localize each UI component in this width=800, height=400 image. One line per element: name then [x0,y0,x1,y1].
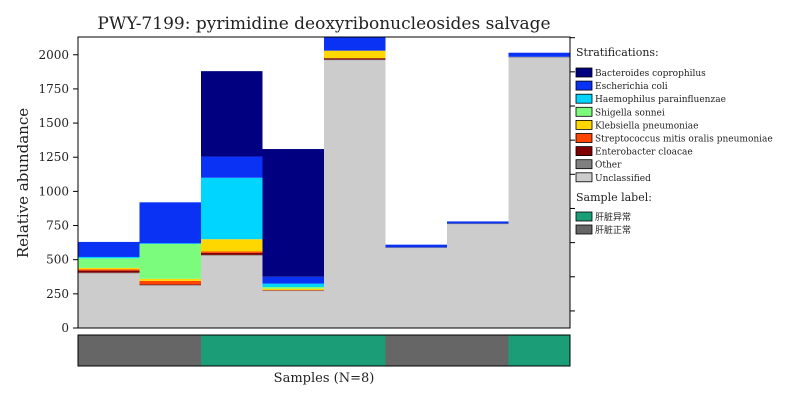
bar-stack-group [78,37,570,329]
bar-segment [78,273,140,328]
bar-segment [201,252,263,255]
sample-label-swatch [575,211,593,222]
bar-segment [324,50,386,59]
bar-segment [78,258,140,268]
bar-segment [78,272,140,274]
legend-swatch [575,93,593,104]
bar-segment [324,59,386,61]
sample-label-cell [139,335,201,366]
y-tick-label: 1750 [38,82,69,96]
bar-segment [78,267,140,270]
sample-label-cell [201,335,263,366]
sample-label-cell [324,335,386,366]
sample-label-heading: Sample label: [576,191,652,204]
y-tick-label: 1000 [38,184,69,198]
bar-segment [139,278,201,281]
bar-segment [508,56,570,58]
bar-segment [139,285,201,328]
y-tick-label: 750 [46,219,69,233]
y-tick-label: 2000 [38,48,69,62]
bar-segment [262,149,324,277]
legend-entry: Shigella sonnei [595,108,665,118]
stratifications-heading: Stratifications: [576,46,659,59]
bar-segment [139,243,201,279]
bar-segment [262,291,324,328]
y-axis-label: Relative abundance [14,108,32,258]
legend-swatch [575,146,593,157]
bar-segment [201,255,263,328]
legend-swatch [575,106,593,117]
bar-segment [262,288,324,291]
bar-segment [201,254,263,256]
legend-entry: Haemophilus parainfluenzae [595,95,726,105]
bar-segment [447,224,509,328]
sample-label-cell [262,335,324,366]
bar-segment [262,287,324,289]
y-tick-label: 250 [46,287,69,301]
sample-label-entry: 肝脏异常 [595,211,631,223]
legend-swatch [575,80,593,91]
sample-label-swatch [575,224,593,235]
sample-label-cell [447,335,509,366]
bar-segment [201,156,263,178]
legend-swatch [575,67,593,78]
legend-entry: Enterobacter cloacae [595,148,693,158]
bar-segment [139,202,201,244]
legend-swatch [575,120,593,130]
bar-segment [324,37,386,51]
bar-segment [139,284,201,286]
bar-segment [324,58,386,60]
sample-label-strip [78,335,570,366]
bar-segment [78,256,140,259]
legend-entry: Bacteroides coprophilus [595,69,706,79]
legend-swatch [575,133,593,143]
legend-entry: Unclassified [595,174,651,184]
bar-segment [139,285,201,286]
bar-segment [447,223,509,225]
bar-segment [508,57,570,329]
bar-segment [201,71,263,157]
bar-segment [201,251,263,253]
bar-segment [139,243,201,244]
bar-segment [447,221,509,224]
sample-label-strip-frame [77,334,571,367]
bar-segment [385,244,447,248]
legend-entry: Escherichia coli [595,82,668,92]
bar-segment [201,239,263,252]
bar-segment [78,269,140,271]
plot-frame [77,36,571,329]
bar-segment [139,280,201,285]
legend-swatch [575,172,593,183]
bar-segment [201,177,263,240]
legend-entry: Other [595,161,622,171]
sample-label-cell [385,335,447,366]
y-tick-label: 1250 [38,150,69,164]
bar-segment [78,241,140,257]
bar-segment [385,247,447,249]
y-tick-label: 500 [46,253,69,267]
sample-label-cell [78,335,140,366]
bar-segment [262,283,324,288]
bar-segment [324,60,386,328]
stratifications-legend: Bacteroides coprophilus Escherichia coli H… [575,67,773,184]
right-axis-ticks [570,37,575,312]
bar-segment [78,270,140,273]
bar-segment [508,52,570,57]
y-tick-label: 0 [61,321,69,335]
bar-segment [262,276,324,284]
y-tick-label: 1500 [38,116,69,130]
sample-label-entry: 肝脏正常 [595,224,631,236]
legend-entry: Streptococcus mitis oralis pneumoniae [595,135,773,145]
x-axis-label: Samples (N=8) [274,371,375,386]
chart-title: PWY-7199: pyrimidine deoxyribonucleoside… [97,14,550,34]
legend-entry: Klebsiella pneumoniae [595,121,699,131]
y-axis-ticks: 0 250 500 750 1000 1250 1500 1750 2000 [38,48,78,335]
bar-segment [385,248,447,328]
legend-swatch [575,159,593,170]
sample-label-cell [508,335,570,366]
